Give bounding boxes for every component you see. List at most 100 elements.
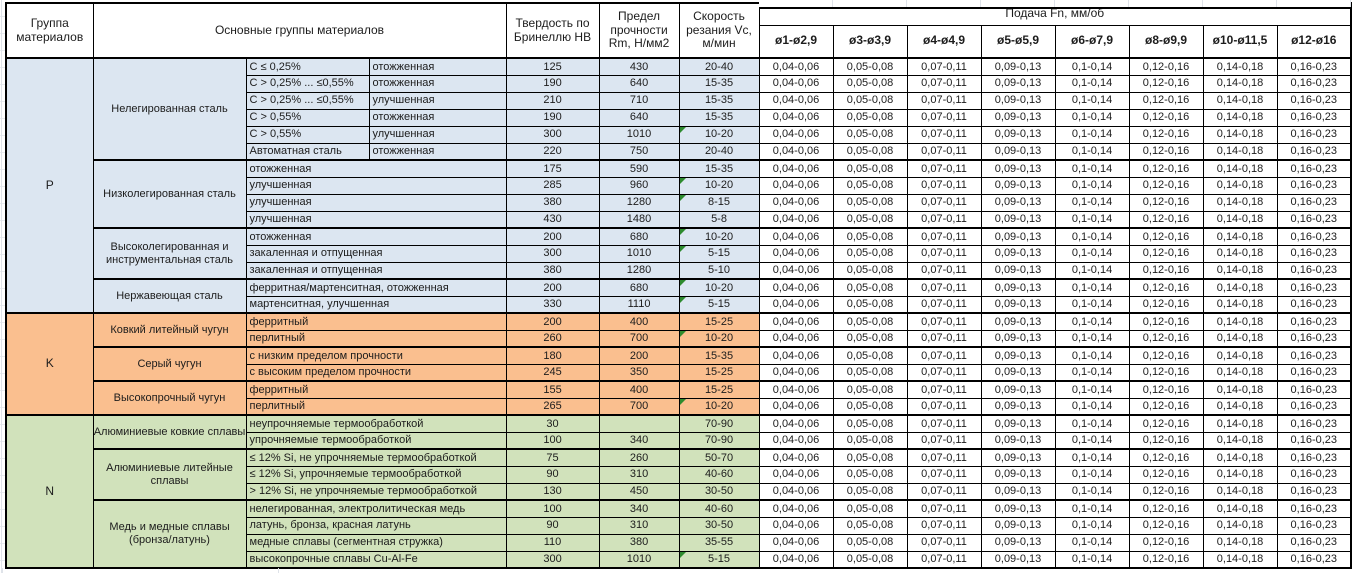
material-detail-cell[interactable]: закаленная и отпущенная [245,244,507,263]
hb-cell[interactable]: 245 [505,363,600,382]
material-detail-cell[interactable]: мартенситная, улучшенная [245,295,507,314]
feed-cell[interactable]: 0,07-0,11 [906,57,982,76]
hb-cell[interactable]: 260 [505,329,600,348]
feed-cell[interactable]: 0,12-0,16 [1128,431,1204,450]
hb-cell[interactable]: 100 [505,499,600,518]
feed-cell[interactable]: 0,09-0,13 [980,346,1056,365]
vc-cell[interactable]: 10-20 [678,176,760,195]
feed-cell[interactable]: 0,04-0,06 [758,91,834,110]
feed-cell[interactable]: 0,12-0,16 [1128,91,1204,110]
feed-cell[interactable]: 0,05-0,08 [832,108,908,127]
feed-cell[interactable]: 0,04-0,06 [758,533,834,552]
hb-cell[interactable]: 75 [505,448,600,467]
vc-cell[interactable]: 20-40 [678,142,760,161]
material-detail-cell[interactable]: C ≤ 0,25% [245,57,370,76]
feed-cell[interactable]: 0,09-0,13 [980,550,1056,569]
feed-cell[interactable]: 0,07-0,11 [906,210,982,229]
feed-cell[interactable]: 0,04-0,06 [758,193,834,212]
feed-cell[interactable]: 0,07-0,11 [906,193,982,212]
rm-cell[interactable]: 960 [598,176,680,195]
header-feed-d2[interactable]: ø3-ø3,9 [832,24,908,59]
hb-cell[interactable]: 380 [505,193,600,212]
feed-cell[interactable]: 0,09-0,13 [980,448,1056,467]
feed-cell[interactable]: 0,12-0,16 [1128,159,1204,178]
feed-cell[interactable]: 0,04-0,06 [758,465,834,484]
rm-cell[interactable] [598,414,680,433]
feed-cell[interactable]: 0,09-0,13 [980,397,1056,416]
hb-cell[interactable]: 190 [505,74,600,93]
feed-cell[interactable]: 0,09-0,13 [980,261,1056,280]
feed-cell[interactable]: 0,09-0,13 [980,499,1056,518]
feed-cell[interactable]: 0,16-0,23 [1276,261,1352,280]
feed-cell[interactable]: 0,16-0,23 [1276,329,1352,348]
feed-cell[interactable]: 0,12-0,16 [1128,176,1204,195]
subgroup-cell[interactable]: Низколегированная сталь [92,159,247,229]
rm-cell[interactable]: 400 [598,380,680,399]
feed-cell[interactable]: 0,14-0,18 [1202,431,1278,450]
vc-cell[interactable]: 50-70 [678,448,760,467]
feed-cell[interactable]: 0,1-0,14 [1054,431,1130,450]
feed-cell[interactable]: 0,05-0,08 [832,482,908,501]
feed-cell[interactable]: 0,14-0,18 [1202,550,1278,569]
feed-cell[interactable]: 0,09-0,13 [980,142,1056,161]
feed-cell[interactable]: 0,1-0,14 [1054,142,1130,161]
feed-cell[interactable]: 0,07-0,11 [906,227,982,246]
vc-cell[interactable]: 15-35 [678,346,760,365]
vc-cell[interactable]: 10-20 [678,125,760,144]
feed-cell[interactable]: 0,04-0,06 [758,380,834,399]
feed-cell[interactable]: 0,05-0,08 [832,227,908,246]
rm-cell[interactable]: 260 [598,448,680,467]
feed-cell[interactable]: 0,12-0,16 [1128,312,1204,331]
vc-cell[interactable]: 5-15 [678,244,760,263]
vc-cell[interactable]: 5-8 [678,210,760,229]
feed-cell[interactable]: 0,09-0,13 [980,278,1056,297]
feed-cell[interactable]: 0,05-0,08 [832,397,908,416]
rm-cell[interactable]: 400 [598,312,680,331]
feed-cell[interactable]: 0,1-0,14 [1054,278,1130,297]
feed-cell[interactable]: 0,14-0,18 [1202,91,1278,110]
feed-cell[interactable]: 0,12-0,16 [1128,278,1204,297]
feed-cell[interactable]: 0,04-0,06 [758,278,834,297]
feed-cell[interactable]: 0,14-0,18 [1202,346,1278,365]
feed-cell[interactable]: 0,16-0,23 [1276,125,1352,144]
rm-cell[interactable]: 340 [598,431,680,450]
feed-cell[interactable]: 0,12-0,16 [1128,414,1204,433]
rm-cell[interactable]: 310 [598,465,680,484]
material-detail-cell[interactable]: высокопрочные сплавы Cu-Al-Fe [245,550,507,569]
feed-cell[interactable]: 0,16-0,23 [1276,312,1352,331]
feed-cell[interactable]: 0,09-0,13 [980,465,1056,484]
feed-cell[interactable]: 0,16-0,23 [1276,533,1352,552]
feed-cell[interactable]: 0,05-0,08 [832,533,908,552]
feed-cell[interactable]: 0,09-0,13 [980,380,1056,399]
feed-cell[interactable]: 0,09-0,13 [980,176,1056,195]
vc-cell[interactable]: 35-55 [678,533,760,552]
feed-cell[interactable]: 0,1-0,14 [1054,193,1130,212]
header-strength[interactable]: Предел прочности Rm, Н/мм2 [598,2,680,59]
feed-cell[interactable]: 0,14-0,18 [1202,227,1278,246]
feed-cell[interactable]: 0,05-0,08 [832,278,908,297]
subgroup-cell[interactable]: Алюминиевые ковкие сплавы [92,414,247,450]
feed-cell[interactable]: 0,14-0,18 [1202,482,1278,501]
feed-cell[interactable]: 0,12-0,16 [1128,57,1204,76]
material-detail-cell[interactable]: отожженная [245,227,507,246]
feed-cell[interactable]: 0,05-0,08 [832,414,908,433]
subgroup-cell[interactable]: Медь и медные сплавы (бронза/латунь) [92,499,247,569]
treatment-cell[interactable]: отожженная [368,57,507,76]
feed-cell[interactable]: 0,04-0,06 [758,346,834,365]
feed-cell[interactable]: 0,09-0,13 [980,295,1056,314]
hb-cell[interactable]: 300 [505,244,600,263]
feed-cell[interactable]: 0,07-0,11 [906,244,982,263]
feed-cell[interactable]: 0,14-0,18 [1202,499,1278,518]
feed-cell[interactable]: 0,04-0,06 [758,244,834,263]
feed-cell[interactable]: 0,05-0,08 [832,516,908,535]
material-detail-cell[interactable]: C > 0,25% ... ≤0,55% [245,91,370,110]
rm-cell[interactable]: 1010 [598,244,680,263]
feed-cell[interactable]: 0,05-0,08 [832,244,908,263]
material-detail-cell[interactable]: отожженная [245,159,507,178]
feed-cell[interactable]: 0,1-0,14 [1054,448,1130,467]
feed-cell[interactable]: 0,09-0,13 [980,244,1056,263]
hb-cell[interactable]: 200 [505,227,600,246]
feed-cell[interactable]: 0,14-0,18 [1202,210,1278,229]
feed-cell[interactable]: 0,07-0,11 [906,499,982,518]
feed-cell[interactable]: 0,16-0,23 [1276,482,1352,501]
